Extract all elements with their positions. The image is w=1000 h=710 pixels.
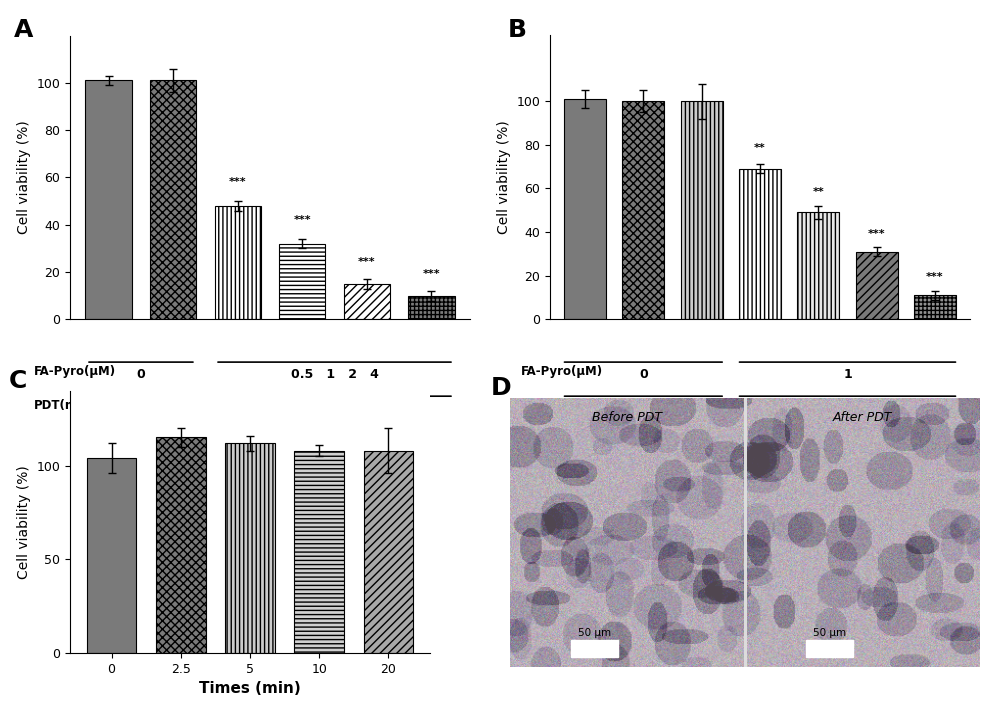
Text: 50 μm: 50 μm [578, 628, 611, 638]
Text: Before PDT: Before PDT [592, 411, 662, 424]
Text: 20: 20 [694, 402, 710, 415]
Text: PDT(min): PDT(min) [34, 399, 96, 412]
Text: D: D [491, 376, 512, 400]
Text: 5: 5 [814, 402, 822, 415]
Text: 0: 0 [639, 368, 648, 381]
Bar [156, 437, 206, 653]
Text: ***: *** [229, 177, 247, 187]
Bar [225, 443, 275, 653]
Text: PDT(min): PDT(min) [521, 399, 582, 412]
Text: 10: 10 [326, 402, 343, 415]
Bar [739, 169, 781, 320]
Bar [279, 244, 325, 320]
Text: 2.5: 2.5 [750, 402, 770, 415]
Text: After PDT: After PDT [833, 411, 892, 424]
Y-axis label: Cell viability (%): Cell viability (%) [497, 121, 511, 234]
Text: ***: *** [293, 215, 311, 225]
Text: 0: 0 [137, 368, 145, 381]
Bar [564, 99, 606, 320]
Bar [87, 458, 136, 653]
Bar [364, 451, 413, 653]
Bar [914, 295, 956, 320]
Text: B: B [508, 18, 527, 43]
Bar [622, 101, 664, 320]
Bar [856, 252, 898, 320]
Bar [85, 80, 132, 320]
Text: ***: *** [358, 258, 376, 268]
Text: 10: 10 [164, 402, 182, 415]
Text: 0: 0 [104, 402, 113, 415]
Bar [408, 296, 455, 320]
Bar [806, 640, 853, 657]
Text: 50 μm: 50 μm [813, 628, 846, 638]
X-axis label: Times (min): Times (min) [199, 682, 301, 697]
Text: ***: *** [926, 273, 944, 283]
Text: 10: 10 [635, 402, 651, 415]
Text: A: A [14, 18, 33, 43]
Bar [571, 640, 618, 657]
Text: C: C [9, 369, 27, 393]
Bar [681, 101, 723, 320]
Text: 0.5   1   2   4: 0.5 1 2 4 [291, 368, 378, 381]
Text: 20: 20 [927, 402, 943, 415]
Bar [215, 206, 261, 320]
Text: ***: *** [868, 229, 885, 239]
Bar [797, 212, 839, 320]
Bar [150, 80, 196, 320]
Text: 0: 0 [581, 402, 589, 415]
Y-axis label: Cell viability (%): Cell viability (%) [17, 465, 31, 579]
Text: ***: *** [422, 269, 440, 279]
Text: **: ** [812, 187, 824, 197]
Text: FA-Pyro(μM): FA-Pyro(μM) [521, 365, 603, 378]
Text: **: ** [754, 143, 766, 153]
Bar [344, 284, 390, 320]
Text: 10: 10 [869, 402, 885, 415]
Text: FA-Pyro(μM): FA-Pyro(μM) [34, 365, 116, 378]
Bar [294, 451, 344, 653]
Y-axis label: Cell viability (%): Cell viability (%) [17, 121, 31, 234]
Text: 1: 1 [843, 368, 852, 381]
